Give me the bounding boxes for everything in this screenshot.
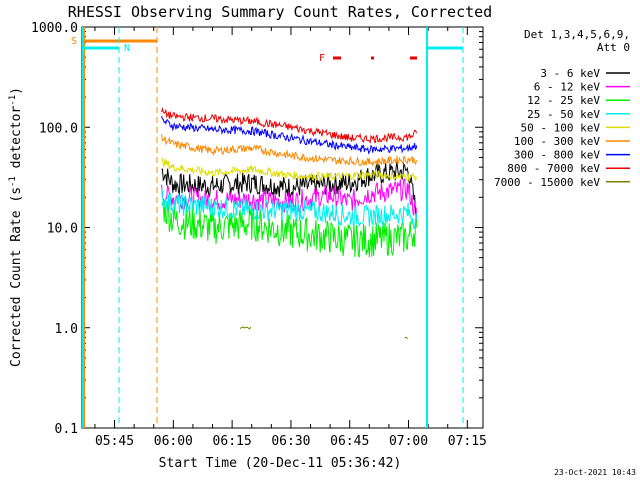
x-axis-label: Start Time (20-Dec-11 05:36:42) xyxy=(159,456,402,471)
legend-label: 6 - 12 keV xyxy=(534,81,601,94)
series-line-8 xyxy=(404,336,409,339)
x-tick-label: 05:45 xyxy=(95,434,134,449)
series-layer xyxy=(161,106,417,339)
legend-label: 25 - 50 keV xyxy=(527,108,600,121)
y-tick-label: 0.1 xyxy=(55,422,78,437)
night-flag-label: N xyxy=(124,43,130,54)
x-tick-label: 07:00 xyxy=(389,434,428,449)
mode-markers: S N F xyxy=(71,27,464,428)
x-tick-label: 06:00 xyxy=(154,434,193,449)
legend-label: 12 - 25 keV xyxy=(527,94,600,107)
x-tick-label: 06:45 xyxy=(330,434,369,449)
x-tick-label: 06:30 xyxy=(271,434,310,449)
legend-label: 7000 - 15000 keV xyxy=(494,176,600,189)
legend-label: 300 - 800 keV xyxy=(514,149,600,162)
footer-date: 23-Oct-2021 10:43 xyxy=(554,468,636,477)
y-tick-label: 1000.0 xyxy=(31,21,78,36)
series-line-4 xyxy=(161,157,417,182)
series-line-5 xyxy=(161,134,417,167)
legend-label: 800 - 7000 keV xyxy=(507,162,600,175)
series-line-6 xyxy=(161,115,417,155)
legend-header-line1: Det 1,3,4,5,6,9, xyxy=(524,28,630,41)
legend-label: 100 - 300 keV xyxy=(514,135,600,148)
y-tick-label: 10.0 xyxy=(47,222,78,237)
y-axis-label-mid: detector xyxy=(9,106,24,177)
series-line-7 xyxy=(161,106,417,144)
series-line-0 xyxy=(161,161,417,222)
x-tick-label: 07:15 xyxy=(448,434,487,449)
series-line-8 xyxy=(239,326,252,330)
y-axis-label: Corrected Count Rate (s-1 detector-1) xyxy=(8,87,24,367)
legend-label: 50 - 100 keV xyxy=(521,121,601,134)
y-tick-label: 100.0 xyxy=(39,121,78,136)
x-axis: 05:45 06:00 06:15 06:30 06:45 07:00 07:15 xyxy=(94,27,487,449)
flare-flag-label: F xyxy=(319,53,325,64)
chart-title: RHESSI Observing Summary Count Rates, Co… xyxy=(68,3,492,21)
legend-label: 3 - 6 keV xyxy=(540,67,600,80)
y-axis-label-sup2: -1 xyxy=(8,95,18,106)
y-axis-label-end: ) xyxy=(9,87,24,95)
x-tick-label: 06:15 xyxy=(213,434,252,449)
legend-header-line2: Att 0 xyxy=(597,41,630,54)
y-axis-label-sup1: -1 xyxy=(8,176,18,187)
series-line-3 xyxy=(161,188,417,230)
saa-flag-label: S xyxy=(71,36,77,47)
series-line-2 xyxy=(161,200,417,258)
y-tick-label: 1.0 xyxy=(55,322,78,337)
y-axis-label-main: Corrected Count Rate (s xyxy=(9,187,24,367)
